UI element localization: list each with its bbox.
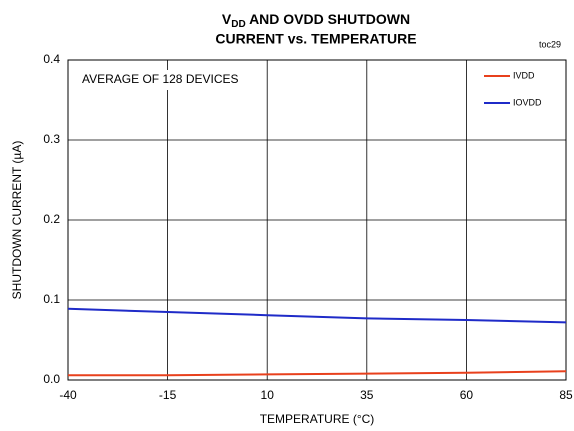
- x-tick-label: 60: [460, 388, 474, 402]
- y-tick-label: 0.1: [43, 292, 60, 306]
- x-tick-label: 85: [559, 388, 573, 402]
- chart-title-line: CURRENT vs. TEMPERATURE: [215, 31, 416, 47]
- y-tick-label: 0.4: [43, 52, 60, 66]
- chart-title: VDD AND OVDD SHUTDOWN: [222, 11, 410, 30]
- x-tick-label: -40: [59, 388, 77, 402]
- y-tick-label: 0.0: [43, 372, 60, 386]
- x-tick-label: 10: [261, 388, 275, 402]
- x-axis-label: TEMPERATURE (°C): [260, 412, 375, 426]
- data-line: [67, 307, 567, 324]
- legend-label: IVDD: [513, 70, 535, 80]
- y-axis-label: SHUTDOWN CURRENT (µA): [10, 141, 24, 300]
- data-line: [68, 370, 567, 377]
- x-tick-label: -15: [159, 388, 177, 402]
- plot-frame: [67, 59, 567, 381]
- y-tick-label: 0.3: [43, 132, 60, 146]
- y-tick-label: 0.2: [43, 212, 60, 226]
- annotation: AVERAGE OF 128 DEVICES: [82, 72, 239, 86]
- title-part: V: [222, 11, 232, 27]
- title-subscript: DD: [231, 19, 245, 30]
- title-part: AND OVDD SHUTDOWN: [246, 11, 410, 27]
- annotation-bg: [78, 70, 266, 90]
- figure-id: toc29: [539, 39, 561, 49]
- x-tick-label: 35: [360, 388, 374, 402]
- legend-bg: [478, 66, 558, 114]
- legend-label: IOVDD: [513, 97, 542, 107]
